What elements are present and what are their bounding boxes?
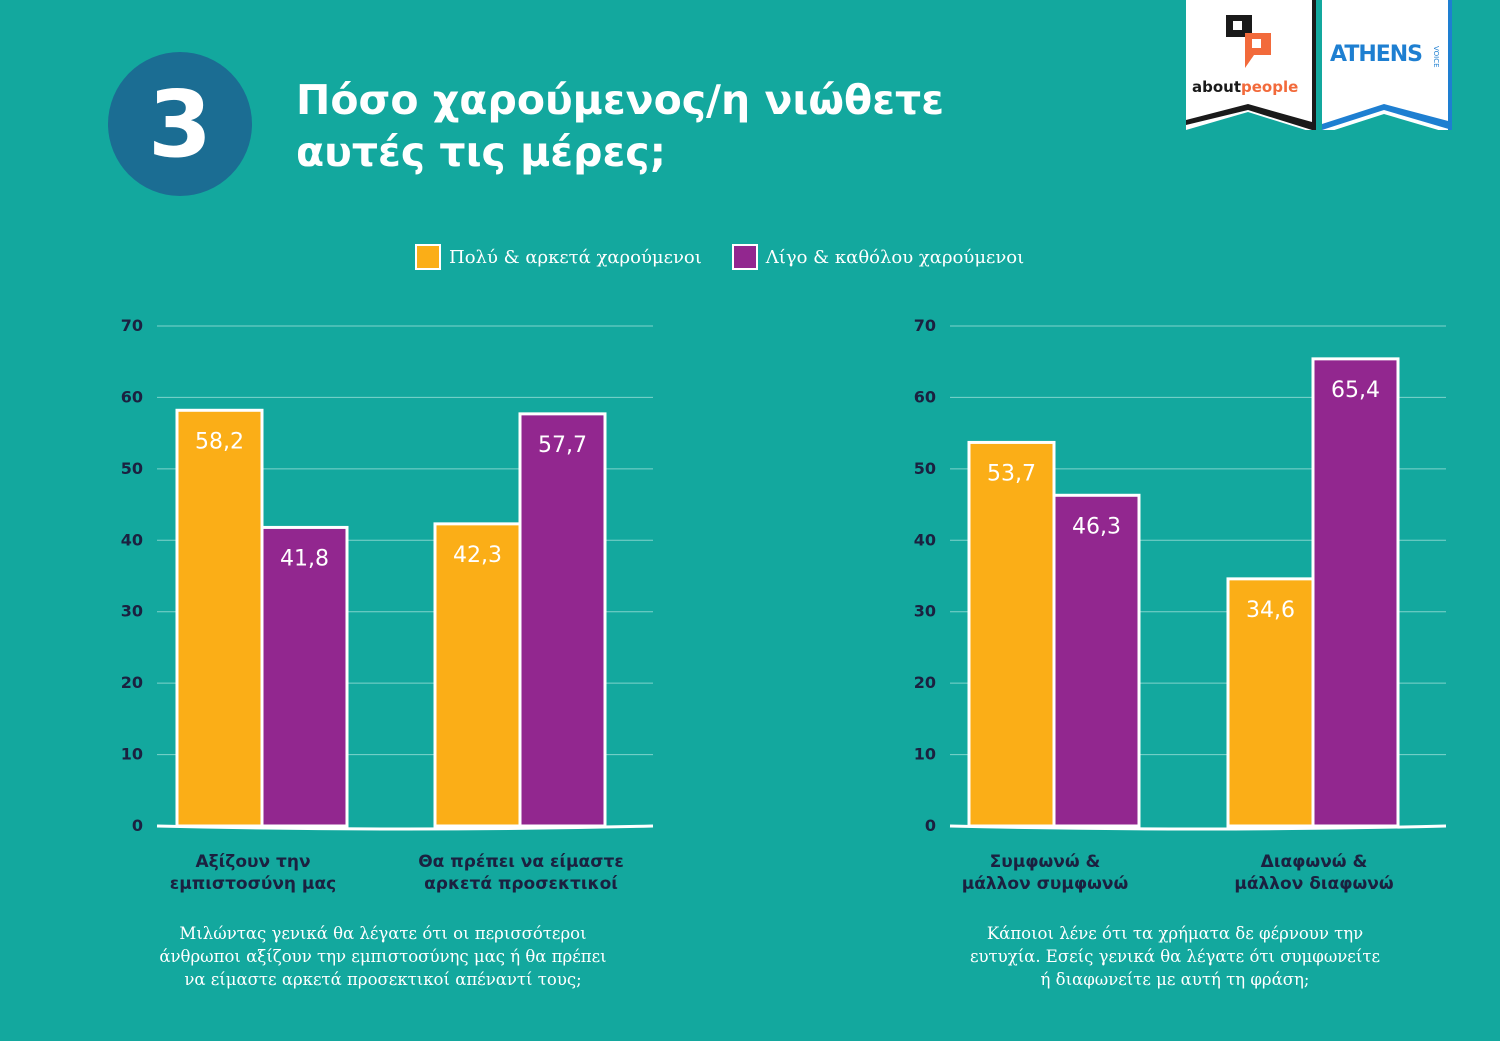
y-tick-label: 20 bbox=[121, 673, 143, 692]
y-tick-label: 50 bbox=[914, 459, 936, 478]
legend-label: Πολύ & αρκετά χαρούμενοι bbox=[449, 246, 702, 268]
chart-caption: Κάποιοι λένε ότι τα χρήματα δε φέρνουν τ… bbox=[969, 924, 1381, 989]
y-tick-label: 0 bbox=[132, 816, 143, 835]
bar-value-label: 34,6 bbox=[1246, 598, 1295, 623]
bar-value-label: 42,3 bbox=[453, 543, 502, 568]
bar bbox=[1311, 357, 1400, 828]
title-line: Πόσο χαρούμενος/η νιώθετε bbox=[296, 76, 945, 124]
athens-voice-logo: ATHENS VOICE bbox=[1322, 0, 1452, 134]
legend-swatch-purple bbox=[731, 244, 758, 270]
bar bbox=[518, 412, 607, 828]
legend-item: Πολύ & αρκετά χαρούμενοι bbox=[415, 244, 702, 270]
bar bbox=[433, 522, 522, 828]
page-title: Πόσο χαρούμενος/η νιώθετε αυτές τις μέρε… bbox=[296, 74, 1156, 178]
aboutpeople-mark bbox=[1186, 15, 1312, 130]
y-tick-label: 20 bbox=[914, 673, 936, 692]
y-tick-label: 0 bbox=[925, 816, 936, 835]
bar bbox=[1052, 493, 1141, 828]
category-label: Διαφωνώ & μάλλον διαφωνώ bbox=[1234, 852, 1394, 894]
bar-value-label: 41,8 bbox=[280, 546, 329, 571]
y-tick-label: 30 bbox=[121, 602, 143, 621]
y-tick-label: 40 bbox=[121, 530, 143, 549]
chart-caption: Μιλώντας γενικά θα λέγατε ότι οι περισσό… bbox=[159, 924, 607, 989]
category-label: Αξίζουν την εμπιστοσύνη μας bbox=[169, 852, 337, 894]
y-tick-label: 60 bbox=[914, 387, 936, 406]
y-tick-label: 10 bbox=[914, 745, 936, 764]
athens-banner-shape bbox=[1322, 104, 1452, 134]
athens-wordmark: ATHENS bbox=[1330, 42, 1423, 67]
bar bbox=[260, 525, 349, 828]
voice-wordmark: VOICE bbox=[1432, 46, 1440, 68]
legend-label: Λίγο & καθόλου χαρούμενοι bbox=[765, 246, 1025, 268]
category-label: Θα πρέπει να είμαστε αρκετά προσεκτικοί bbox=[418, 852, 624, 894]
y-tick-label: 70 bbox=[121, 316, 143, 335]
y-tick-label: 50 bbox=[121, 459, 143, 478]
bar-value-label: 46,3 bbox=[1072, 514, 1121, 539]
aboutpeople-wordmark: aboutpeople bbox=[1192, 78, 1299, 96]
aboutpeople-logo: aboutpeople bbox=[1186, 0, 1316, 130]
bar-charts: 0 10 20 30 40 50 60 70 58,2 41,8 42,3 57,7 0 10 20 30 40… bbox=[121, 316, 1447, 835]
y-tick-label: 10 bbox=[121, 745, 143, 764]
bar-value-label: 65,4 bbox=[1331, 378, 1380, 403]
y-tick-label: 70 bbox=[914, 316, 936, 335]
question-number-badge: 3 bbox=[108, 52, 252, 196]
bar-value-label: 53,7 bbox=[987, 461, 1036, 486]
x-axis-baseline bbox=[949, 824, 1447, 831]
y-tick-label: 40 bbox=[914, 530, 936, 549]
y-tick-label: 60 bbox=[121, 387, 143, 406]
question-number: 3 bbox=[147, 70, 212, 178]
legend-item: Λίγο & καθόλου χαρούμενοι bbox=[731, 244, 1025, 270]
bar-value-label: 58,2 bbox=[195, 429, 244, 454]
legend-swatch-orange bbox=[415, 244, 441, 270]
category-label: Συμφωνώ & μάλλον συμφωνώ bbox=[961, 852, 1129, 894]
bar-value-label: 57,7 bbox=[538, 433, 587, 458]
title-line: αυτές τις μέρες; bbox=[296, 128, 667, 176]
legend: Πολύ & αρκετά χαρούμενοι Λίγο & καθόλου … bbox=[415, 244, 1024, 270]
bar bbox=[175, 408, 264, 828]
bar bbox=[967, 440, 1056, 828]
y-tick-label: 30 bbox=[914, 602, 936, 621]
x-axis-baseline bbox=[156, 824, 654, 831]
